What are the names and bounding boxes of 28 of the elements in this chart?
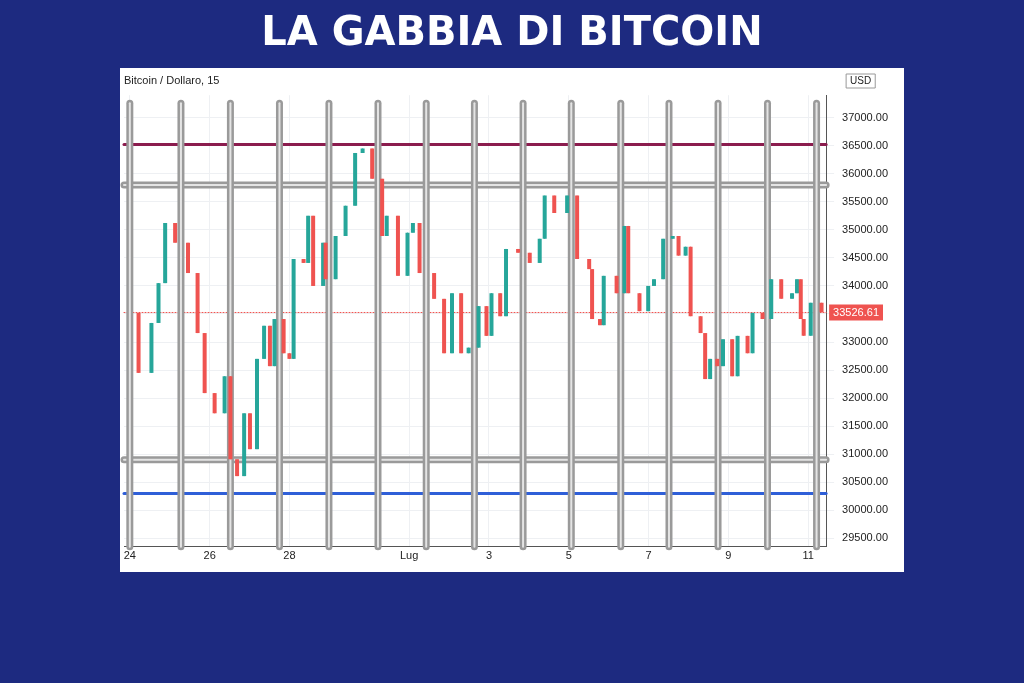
y-tick-label: 34500.00 <box>842 250 889 263</box>
y-tick-label: 30500.00 <box>842 475 889 488</box>
x-tick-label: 7 <box>645 549 652 562</box>
y-tick-label: 36000.00 <box>842 166 889 179</box>
y-tick-label: 36500.00 <box>842 138 889 151</box>
chart-title: LA GABBIA DI BITCOIN <box>260 8 764 54</box>
y-axis-title: USD <box>850 74 872 86</box>
y-tick-label: 29500.00 <box>842 531 889 544</box>
y-tick-label: 37000.00 <box>842 110 889 123</box>
x-tick-label: Lug <box>399 549 419 562</box>
y-tick-label: 31500.00 <box>842 419 889 432</box>
y-tick-label: 32000.00 <box>842 391 889 404</box>
x-tick-label: 9 <box>725 549 732 562</box>
y-tick-label: 35500.00 <box>842 194 889 207</box>
chart-subtitle: Bitcoin / Dollaro, 15 <box>124 73 220 86</box>
x-tick-label: 11 <box>802 549 814 562</box>
ref-line-label: 33526.61 <box>833 305 880 318</box>
x-tick-label: 24 <box>123 549 136 562</box>
y-tick-label: 31000.00 <box>842 447 889 460</box>
x-tick-label: 26 <box>203 549 216 562</box>
y-tick-label: 33000.00 <box>842 335 889 348</box>
x-tick-label: 5 <box>565 549 572 562</box>
x-tick-label: 3 <box>485 549 493 562</box>
y-tick-label: 35000.00 <box>842 222 889 235</box>
y-tick-label: 30000.00 <box>842 503 889 516</box>
y-tick-label: 34000.00 <box>842 278 889 291</box>
x-tick-label: 28 <box>283 549 296 562</box>
y-tick-label: 32500.00 <box>842 363 889 376</box>
